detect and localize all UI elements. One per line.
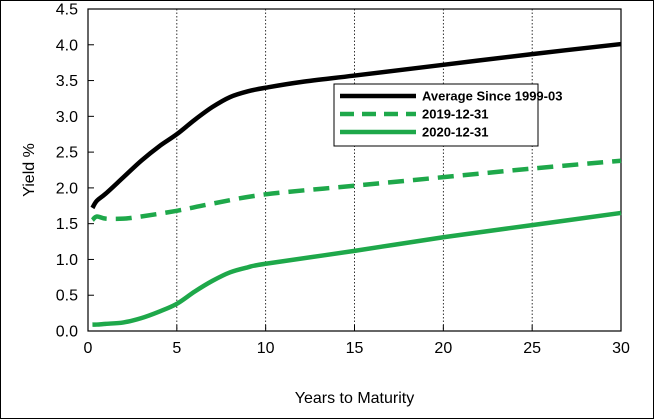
axis-ticks: 0.0 0.5 1.0 1.5 2.0 2.5 3.0 3.5 4.0 4.5 0 5 10 15 20 25…: [56, 2, 630, 358]
y-tick-label: 0.5: [56, 288, 78, 305]
series-line-2019: [90, 158, 622, 222]
y-tick-label: 2.0: [56, 180, 78, 197]
legend: Average Since 1999-03 2019-12-31 2020-12-3…: [333, 83, 562, 147]
y-tick-label: 4.0: [56, 37, 78, 54]
y-tick-label: 3.5: [56, 73, 78, 90]
x-tick-label: 15: [346, 340, 364, 357]
x-tick-label: 30: [612, 340, 630, 357]
series-line-2020: [92, 210, 622, 327]
y-tick-label: 4.5: [56, 2, 78, 19]
legend-label: 2020-12-31: [422, 125, 489, 140]
y-tick-label: 0.0: [56, 324, 78, 341]
series-lines: [90, 41, 622, 327]
y-tick-label: 1.5: [56, 216, 78, 233]
x-tick-label: 20: [434, 340, 452, 357]
x-tick-label: 25: [523, 340, 541, 357]
series-line-average: [90, 41, 622, 210]
legend-label: 2019-12-31: [422, 107, 489, 122]
x-axis-title: Years to Maturity: [295, 390, 414, 407]
y-tick-label: 2.5: [56, 145, 78, 162]
y-axis-title: Yield %: [21, 143, 38, 197]
y-tick-label: 1.0: [56, 252, 78, 269]
y-tick-label: 3.0: [56, 109, 78, 126]
x-tick-label: 0: [84, 340, 93, 357]
x-tick-label: 10: [257, 340, 275, 357]
legend-label: Average Since 1999-03: [422, 89, 562, 104]
x-tick-label: 5: [172, 340, 181, 357]
